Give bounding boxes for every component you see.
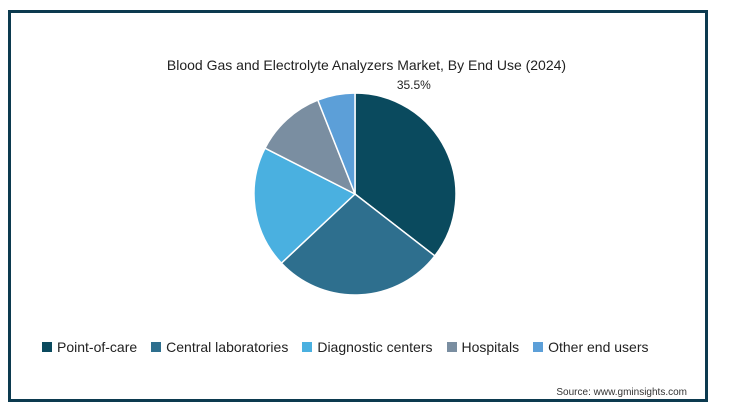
legend-label: Other end users	[548, 339, 649, 355]
legend-swatch	[302, 342, 313, 352]
legend-swatch	[151, 342, 162, 352]
legend-item: Other end users	[533, 339, 648, 355]
slice-data-label: 35.5%	[397, 78, 431, 92]
source-note: Source: www.gminsights.com	[556, 387, 687, 398]
pie-slice-point-of-care	[354, 92, 457, 257]
legend-item: Point-of-care	[42, 339, 137, 355]
legend-item: Central laboratories	[151, 339, 288, 355]
legend-label: Central laboratories	[166, 339, 289, 355]
pie-slice-central-laboratories	[280, 193, 436, 296]
pie-slice-hospitals	[263, 99, 357, 196]
legend-item: Diagnostic centers	[302, 339, 433, 355]
legend-swatch	[42, 342, 52, 352]
legend-label: Point-of-care	[57, 339, 138, 355]
legend-label: Diagnostic centers	[317, 339, 433, 355]
chart-legend: Point-of-care Central laboratories Diagnos…	[42, 339, 662, 355]
legend-swatch	[533, 342, 544, 352]
legend-item: Hospitals	[446, 339, 520, 355]
legend-swatch	[446, 342, 457, 352]
pie-slice-other-end-users	[316, 92, 356, 195]
pie-slice-diagnostic-centers	[253, 147, 357, 265]
legend-label: Hospitals	[461, 339, 520, 355]
chart-title: Blood Gas and Electrolyte Analyzers Mark…	[166, 57, 567, 73]
